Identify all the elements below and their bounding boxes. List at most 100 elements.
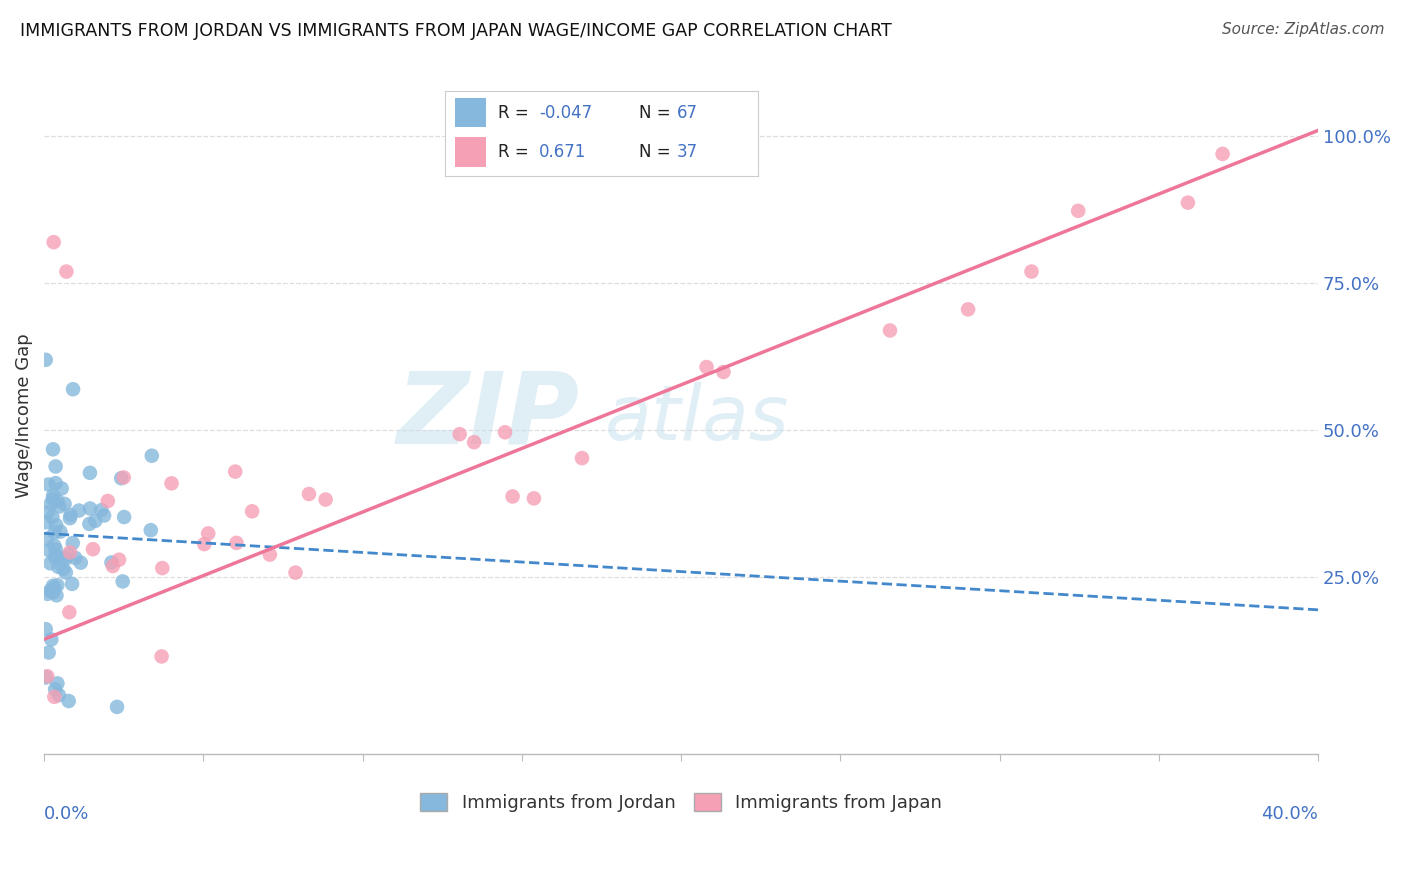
Point [37, 477, 59, 491]
Text: Source: ZipAtlas.com: Source: ZipAtlas.com [1222, 22, 1385, 37]
Point [1177, 195, 1199, 210]
Point [42, 442, 65, 457]
Point [39, 557, 62, 571]
Text: atlas: atlas [605, 382, 789, 456]
Point [284, 566, 307, 580]
Point [58, 549, 80, 563]
Point [298, 487, 321, 501]
Point [160, 476, 183, 491]
Point [82, 542, 104, 557]
Point [44, 581, 66, 595]
Point [141, 449, 163, 463]
Point [100, 556, 122, 570]
Point [59, 545, 82, 559]
Point [52, 562, 75, 576]
Point [35, 352, 58, 367]
Point [696, 359, 718, 374]
Point [463, 435, 485, 450]
Point [37, 587, 59, 601]
Point [44, 539, 66, 553]
Point [69, 556, 91, 570]
Point [45, 542, 67, 557]
Point [58, 605, 80, 619]
Point [59, 508, 82, 522]
Point [315, 492, 337, 507]
Point [240, 504, 263, 518]
Point [44, 682, 66, 697]
Point [42, 491, 65, 506]
Point [108, 552, 131, 566]
Text: IMMIGRANTS FROM JORDAN VS IMMIGRANTS FROM JAPAN WAGE/INCOME GAP CORRELATION CHAR: IMMIGRANTS FROM JORDAN VS IMMIGRANTS FRO… [20, 22, 891, 40]
Point [879, 323, 901, 337]
Point [139, 523, 162, 537]
Point [39, 497, 62, 511]
Point [523, 491, 546, 506]
Legend: Immigrants from Jordan, Immigrants from Japan: Immigrants from Jordan, Immigrants from … [413, 786, 949, 820]
Point [51, 482, 73, 496]
Point [90, 503, 112, 517]
Point [48, 500, 70, 514]
Point [224, 465, 246, 479]
Point [45, 476, 67, 491]
Point [42, 489, 65, 503]
Point [193, 537, 215, 551]
Point [59, 511, 82, 525]
Point [112, 510, 135, 524]
Point [449, 427, 471, 442]
Point [58, 694, 80, 708]
Point [46, 549, 69, 564]
Point [46, 493, 69, 508]
Point [41, 510, 63, 524]
Point [502, 490, 524, 504]
Point [225, 536, 247, 550]
Point [35, 671, 58, 685]
Point [111, 574, 134, 589]
Point [45, 588, 67, 602]
Point [60, 577, 83, 591]
Point [39, 583, 62, 598]
Point [67, 503, 90, 517]
Point [62, 536, 84, 550]
Point [571, 451, 593, 466]
Point [46, 559, 69, 574]
Point [37, 505, 59, 519]
Point [112, 470, 135, 484]
Text: ZIP: ZIP [396, 368, 579, 464]
Point [259, 548, 281, 562]
Point [494, 425, 516, 440]
Point [44, 525, 66, 540]
Point [35, 532, 58, 546]
Point [38, 646, 60, 660]
Point [35, 622, 58, 636]
Point [65, 550, 87, 565]
Point [79, 516, 101, 531]
Point [49, 524, 72, 539]
Point [46, 676, 69, 690]
Point [101, 559, 124, 574]
Point [110, 471, 132, 485]
Point [1212, 147, 1234, 161]
Point [44, 690, 66, 704]
Point [105, 699, 128, 714]
Point [53, 552, 76, 566]
Point [93, 508, 115, 523]
Point [62, 382, 84, 396]
Point [48, 688, 70, 702]
Point [97, 494, 120, 508]
Point [39, 632, 62, 647]
Y-axis label: Wage/Income Gap: Wage/Income Gap [15, 334, 32, 498]
Point [35, 515, 58, 529]
Point [46, 578, 69, 592]
Point [150, 649, 173, 664]
Point [45, 518, 67, 533]
Point [713, 365, 735, 379]
Point [197, 526, 219, 541]
Point [42, 579, 65, 593]
Point [53, 497, 76, 511]
Point [55, 566, 77, 580]
Point [1021, 264, 1043, 278]
Point [55, 264, 77, 278]
Point [79, 501, 101, 516]
Point [1067, 203, 1090, 218]
Point [150, 561, 173, 575]
